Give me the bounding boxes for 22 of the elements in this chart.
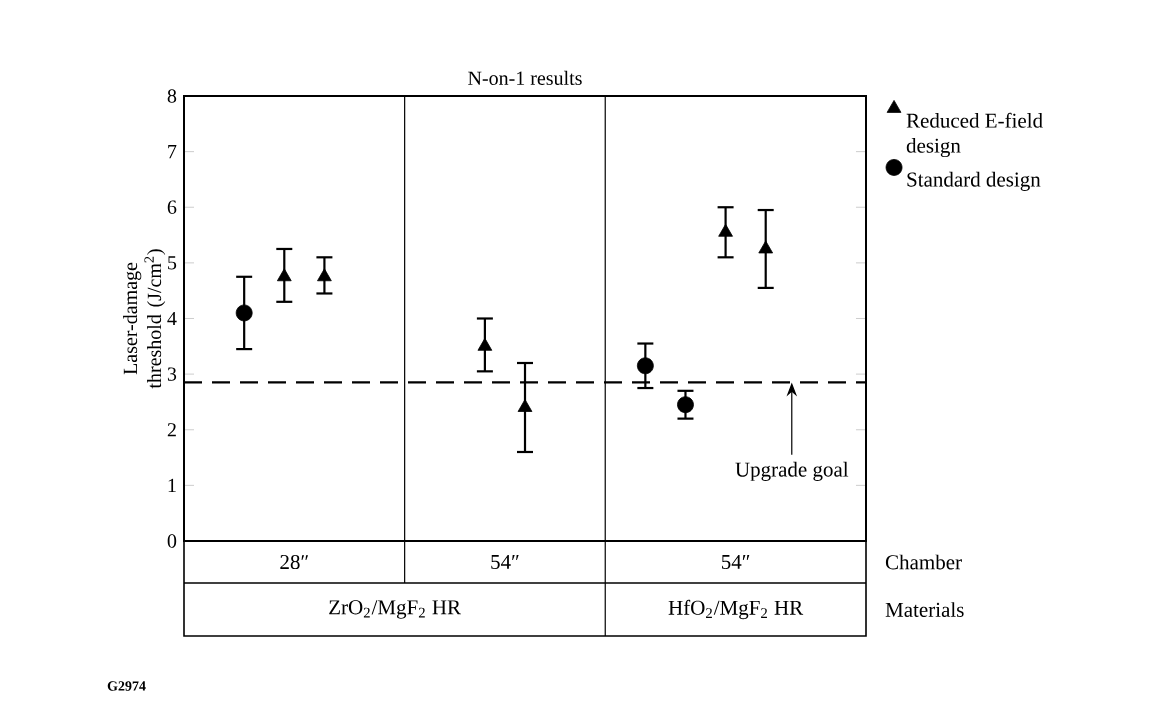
y-tick-label: 1: [168, 478, 176, 492]
y-tick-label: 4: [167, 311, 177, 326]
y-axis-title: Laser-damage threshold (J/cm$^{2}$): [123, 249, 166, 389]
legend-label: Standard design: [907, 171, 1041, 191]
y-tick-label: 2: [167, 423, 176, 437]
text: Chamber: [885, 554, 962, 570]
y-tick-label: 8: [167, 89, 177, 103]
text: 54″: [491, 555, 519, 570]
y-tick-label: 3: [167, 367, 177, 381]
ref-line-label: Upgrade goal: [735, 461, 849, 481]
text: 28″: [280, 554, 309, 570]
y-tick-label: 0: [167, 534, 177, 548]
text: G2974: [107, 681, 146, 691]
chart-title: N-on-1 results: [468, 70, 582, 85]
y-tick-label: 6: [167, 200, 177, 214]
y-tick-label: 7: [168, 145, 177, 159]
legend-label: Reduced E-field design: [906, 112, 1043, 158]
text: Materials: [885, 602, 964, 617]
text: HfO$_{2}$/MgF$_{2}$ HR: [668, 599, 804, 620]
text: ZrO$_{2}$/MgF$_{2}$ HR: [329, 600, 461, 619]
y-tick-label: 5: [168, 256, 177, 270]
text: 54″: [721, 555, 750, 570]
